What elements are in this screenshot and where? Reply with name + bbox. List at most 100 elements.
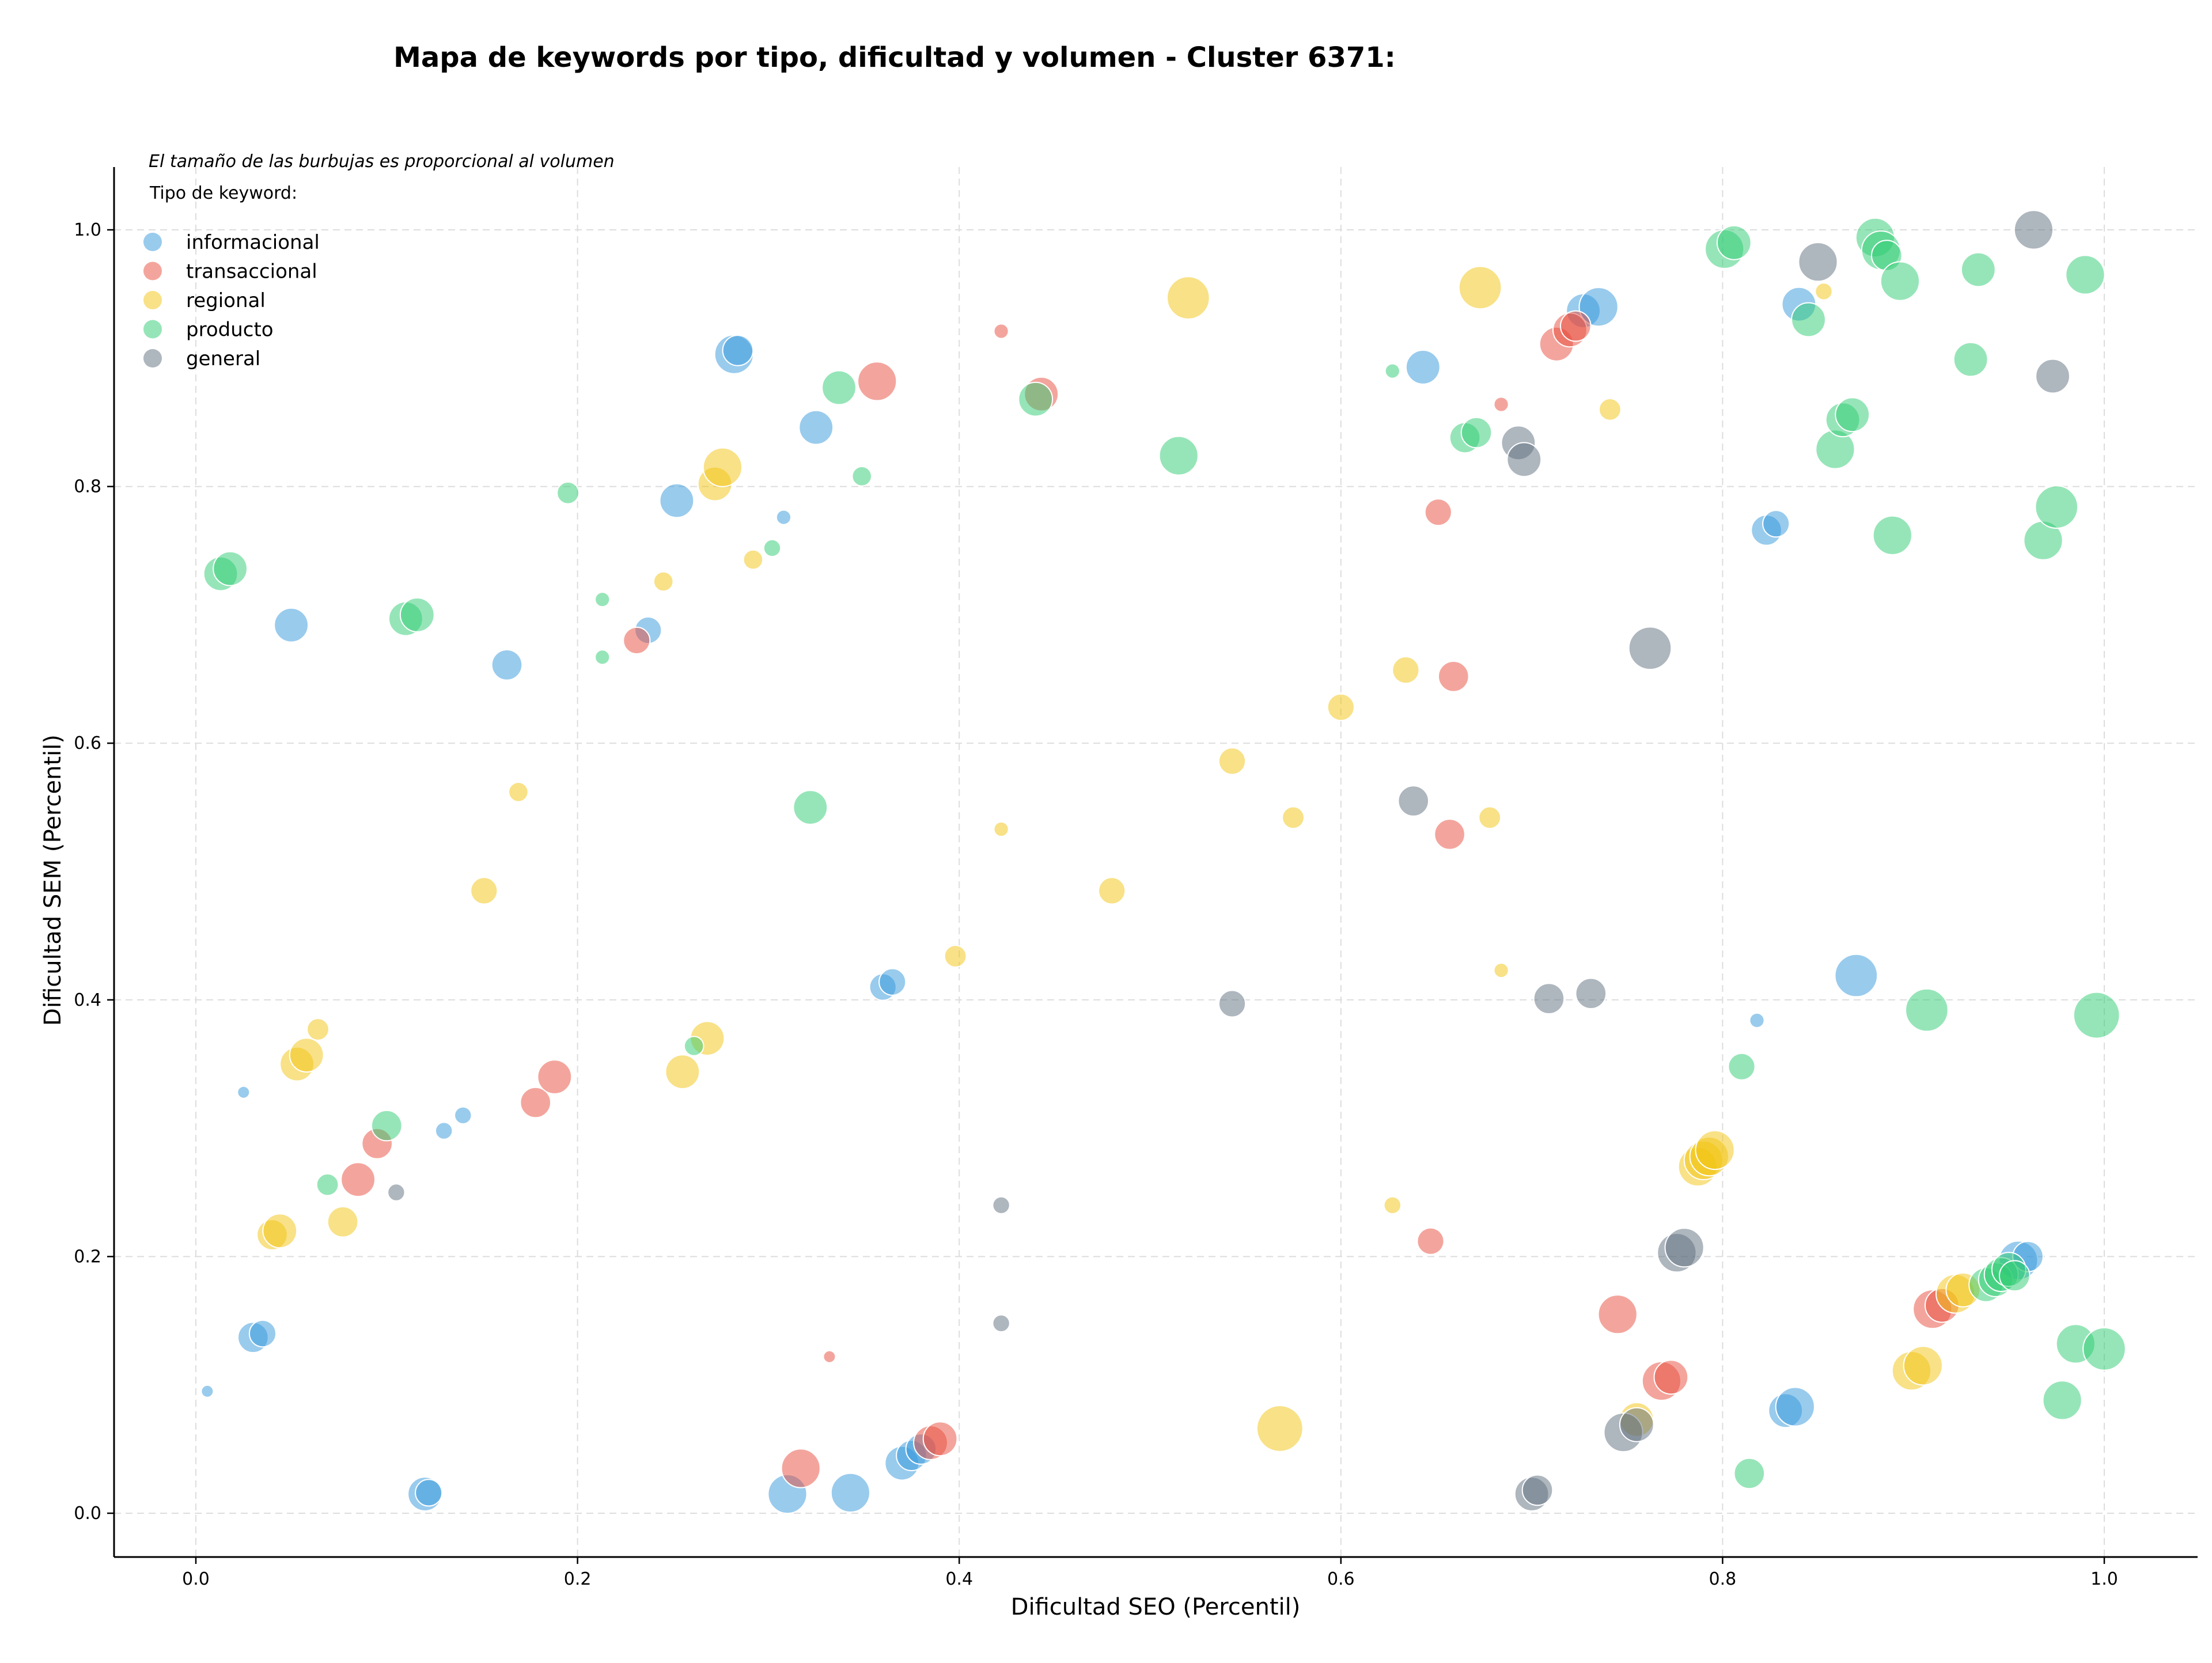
bubble-general (2013, 210, 2054, 250)
bubble-regional (508, 782, 529, 802)
bubble-informacional (274, 607, 309, 643)
bubble-regional (653, 571, 674, 592)
bubble-regional (1903, 1346, 1943, 1386)
bubble-general (1664, 1228, 1705, 1268)
bubble-transaccional (993, 323, 1009, 339)
legend-marker-informacional (143, 233, 162, 251)
bubble-transaccional (857, 361, 897, 401)
bubble-producto (1158, 435, 1199, 476)
bubble-regional (1256, 1405, 1304, 1452)
bubble-informacional (248, 1320, 277, 1348)
bubble-regional (1392, 656, 1420, 684)
bubble-regional (993, 821, 1009, 838)
x-tick-label: 0.0 (182, 1569, 210, 1589)
bubble-producto (1018, 381, 1054, 417)
bubble-general (2035, 358, 2070, 394)
bubble-informacional (1749, 1012, 1765, 1029)
bubble-transaccional (1416, 1227, 1445, 1255)
bubble-transaccional (1653, 1359, 1689, 1395)
bubble-producto (793, 790, 828, 825)
legend-label-transaccional: transaccional (186, 260, 317, 283)
bubble-regional (470, 877, 498, 905)
bubble-regional (1098, 877, 1126, 905)
bubble-regional (1493, 963, 1509, 979)
bubble-transaccional (1560, 310, 1592, 342)
bubble-transaccional (340, 1162, 376, 1198)
x-axis-label: Dificultad SEO (Percentil) (1011, 1594, 1301, 1620)
grid (114, 167, 2198, 1557)
bubbles (200, 210, 2126, 1514)
bubble-transaccional (1438, 661, 1469, 692)
bubble-transaccional (922, 1421, 958, 1457)
y-tick-label: 0.6 (74, 733, 101, 753)
bubble-general (992, 1314, 1010, 1333)
bubble-producto (2082, 1327, 2126, 1371)
bubble-regional (1478, 806, 1502, 829)
legend-label-producto: producto (186, 319, 274, 342)
bubble-general (1218, 990, 1247, 1018)
bubble-producto (371, 1109, 403, 1142)
bubble-informacional (435, 1122, 453, 1140)
bubble-informacional (722, 335, 754, 366)
bubble-producto (1880, 261, 1921, 301)
bubble-regional (1695, 1130, 1735, 1170)
legend-marker-general (143, 349, 162, 368)
bubble-informacional (1405, 350, 1441, 385)
y-tick-label: 1.0 (74, 220, 101, 240)
bubble-informacional (1775, 1387, 1815, 1427)
bubble-producto (213, 551, 248, 586)
bubble-transaccional (1597, 1294, 1638, 1335)
bubble-regional (1218, 747, 1247, 775)
bubble-general (1506, 442, 1542, 478)
bubble-transaccional (520, 1086, 552, 1119)
bubble-producto (2065, 255, 2105, 295)
bubble-producto (1835, 397, 1870, 433)
legend-label-regional: regional (186, 289, 266, 312)
bubble-producto (1384, 363, 1400, 379)
bubble-producto (763, 539, 782, 558)
bubble-producto (2035, 485, 2078, 529)
bubble-producto (1733, 1457, 1766, 1490)
x-tick-label: 0.2 (564, 1569, 592, 1589)
bubble-general (1798, 242, 1838, 282)
bubble-informacional (878, 968, 907, 996)
bubble-regional (702, 447, 743, 487)
bubble-informacional (491, 649, 523, 681)
bubble-informacional (1762, 510, 1790, 538)
bubble-regional (1327, 693, 1355, 721)
bubble-informacional (775, 509, 792, 525)
legend-title: Tipo de keyword: (149, 183, 297, 203)
y-tick-label: 0.4 (74, 990, 101, 1010)
bubble-producto (1460, 416, 1493, 449)
bubble-regional (1599, 398, 1622, 421)
bubble-producto (1960, 252, 1996, 287)
bubble-transaccional (1434, 819, 1465, 850)
chart-title: Mapa de keywords por tipo, dificultad y … (393, 41, 1396, 74)
bubble-producto (1999, 1260, 2031, 1292)
bubble-regional (944, 945, 967, 968)
y-tick-label: 0.0 (74, 1503, 101, 1524)
bubble-general (1521, 1474, 1554, 1506)
legend: informacional transaccional regional produc… (143, 231, 320, 370)
bubble-producto (1905, 988, 1949, 1032)
bubble-informacional (200, 1384, 214, 1398)
bubble-regional (743, 549, 764, 570)
bubble-regional (1282, 806, 1305, 829)
bubble-general (387, 1183, 406, 1202)
bubble-size-note: El tamaño de las burbujas es proporciona… (149, 151, 615, 172)
bubble-regional (665, 1054, 700, 1089)
bubble-transaccional (1424, 498, 1452, 526)
bubble-regional (306, 1018, 329, 1041)
bubble-general (1628, 626, 1672, 670)
axes (113, 167, 2198, 1558)
y-tick-label: 0.2 (74, 1247, 101, 1267)
bubble-informacional (454, 1106, 472, 1125)
bubble-regional (1383, 1196, 1402, 1215)
ticks: 0.0 0.2 0.4 0.6 0.8 1.0 0.0 0.2 0.4 0.6 0.8 1.0 (74, 220, 2118, 1589)
x-tick-label: 0.4 (945, 1569, 973, 1589)
bubble-producto (556, 481, 579, 505)
bubble-transaccional (1493, 396, 1509, 412)
bubble-transaccional (537, 1059, 573, 1094)
bubble-transaccional (623, 626, 651, 655)
